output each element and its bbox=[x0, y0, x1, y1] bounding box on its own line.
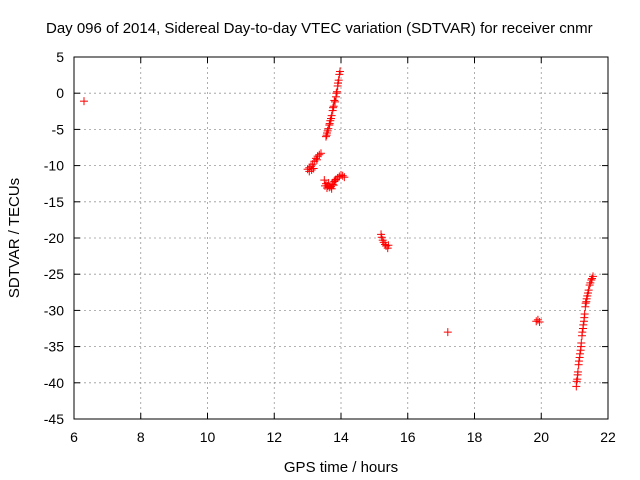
y-tick-label: -10 bbox=[44, 158, 64, 174]
data-point bbox=[332, 89, 341, 98]
data-point bbox=[384, 241, 393, 250]
data-point bbox=[335, 67, 344, 76]
data-point bbox=[576, 342, 585, 351]
data-point bbox=[324, 178, 333, 187]
data-point bbox=[587, 274, 596, 283]
data-point bbox=[330, 96, 339, 105]
x-tick-label: 22 bbox=[600, 429, 616, 445]
data-point bbox=[575, 349, 584, 358]
y-tick-label: -25 bbox=[44, 266, 64, 282]
data-point bbox=[574, 357, 583, 366]
data-point bbox=[582, 294, 591, 303]
data-points bbox=[80, 67, 597, 391]
data-point bbox=[325, 119, 334, 128]
data-point bbox=[340, 173, 349, 182]
data-point bbox=[329, 102, 338, 111]
data-point bbox=[333, 79, 342, 88]
data-point bbox=[586, 278, 595, 287]
data-point bbox=[321, 132, 330, 141]
data-point bbox=[327, 184, 336, 193]
data-point bbox=[533, 315, 542, 324]
data-point bbox=[329, 181, 338, 190]
data-point bbox=[580, 313, 589, 322]
data-point bbox=[443, 328, 452, 337]
plot-frame bbox=[73, 56, 609, 420]
data-point bbox=[583, 289, 592, 298]
x-tick-label: 12 bbox=[266, 429, 282, 445]
grid-lines bbox=[74, 57, 608, 419]
chart-title: Day 096 of 2014, Sidereal Day-to-day VTE… bbox=[46, 20, 593, 37]
y-tick-label: -40 bbox=[44, 375, 64, 391]
axis-ticks: 6 8 10 12 14 16 18 20 22 -45 -40 -35 -30 -25 -20 -15 -10… bbox=[44, 49, 616, 445]
x-axis-label: GPS time / hours bbox=[284, 459, 398, 476]
data-point bbox=[332, 87, 341, 96]
y-tick-label: -45 bbox=[44, 411, 64, 427]
data-point bbox=[326, 114, 335, 123]
data-point bbox=[572, 377, 581, 386]
data-point bbox=[578, 328, 587, 337]
y-tick-label: -35 bbox=[44, 339, 64, 355]
data-point bbox=[307, 165, 316, 174]
data-point bbox=[535, 317, 544, 326]
data-point bbox=[573, 370, 582, 379]
y-tick-label: -5 bbox=[52, 121, 65, 137]
x-tick-label: 16 bbox=[400, 429, 416, 445]
y-tick-label: 5 bbox=[56, 49, 64, 65]
data-point bbox=[322, 184, 331, 193]
data-point bbox=[80, 97, 89, 106]
data-point bbox=[322, 131, 331, 140]
data-point bbox=[581, 299, 590, 308]
data-point bbox=[579, 320, 588, 329]
data-point bbox=[532, 317, 541, 326]
x-tick-label: 10 bbox=[200, 429, 216, 445]
data-point bbox=[323, 126, 332, 135]
data-point bbox=[316, 149, 325, 158]
x-tick-label: 18 bbox=[467, 429, 483, 445]
y-tick-label: -15 bbox=[44, 194, 64, 210]
y-axis-label: SDTVAR / TECUs bbox=[6, 178, 23, 298]
x-tick-label: 6 bbox=[70, 429, 78, 445]
data-point bbox=[338, 171, 347, 180]
x-tick-label: 14 bbox=[333, 429, 349, 445]
y-tick-label: -20 bbox=[44, 230, 64, 246]
data-point bbox=[320, 176, 329, 185]
x-tick-label: 20 bbox=[533, 429, 549, 445]
data-point bbox=[330, 97, 339, 106]
data-point bbox=[309, 164, 318, 173]
y-tick-label: 0 bbox=[56, 85, 64, 101]
data-point bbox=[312, 155, 321, 164]
data-point bbox=[315, 150, 324, 159]
data-point bbox=[335, 172, 344, 181]
data-point bbox=[328, 103, 337, 112]
x-tick-label: 8 bbox=[137, 429, 145, 445]
y-tick-label: -30 bbox=[44, 302, 64, 318]
data-point bbox=[324, 124, 333, 133]
